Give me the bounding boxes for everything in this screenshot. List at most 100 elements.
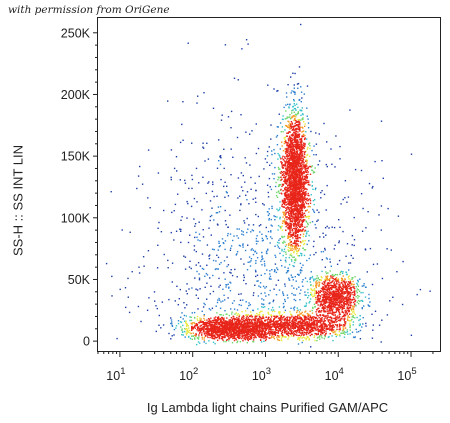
- event-dot: [181, 312, 183, 314]
- event-dot: [348, 278, 350, 280]
- event-dot: [218, 263, 221, 265]
- event-dot: [269, 333, 271, 335]
- event-dot: [315, 292, 317, 295]
- event-dot: [309, 323, 312, 325]
- event-dot: [310, 324, 313, 326]
- event-dot: [292, 233, 294, 235]
- event-dot: [299, 313, 301, 315]
- event-dot: [308, 142, 311, 144]
- event-dot: [295, 326, 297, 328]
- event-dot: [294, 242, 296, 245]
- event-dot: [194, 323, 196, 325]
- event-dot: [261, 332, 263, 334]
- event-dot: [180, 241, 182, 244]
- event-dot: [352, 296, 355, 298]
- event-dot: [223, 336, 226, 339]
- event-dot: [290, 313, 292, 316]
- event-dot: [226, 335, 228, 337]
- event-dot: [286, 182, 288, 184]
- event-dot: [287, 138, 290, 140]
- event-dot: [288, 244, 290, 246]
- event-dot: [231, 313, 233, 315]
- event-dot: [293, 330, 295, 333]
- event-dot: [325, 302, 327, 304]
- event-dot: [282, 171, 285, 173]
- event-dot: [327, 328, 329, 330]
- event-dot: [301, 141, 303, 143]
- event-dot: [322, 296, 324, 298]
- event-dot: [341, 294, 343, 297]
- event-dot: [289, 214, 291, 216]
- event-dot: [278, 325, 280, 328]
- event-dot: [360, 300, 362, 302]
- event-dot: [238, 317, 240, 319]
- event-dot: [261, 337, 263, 339]
- event-dot: [347, 283, 349, 285]
- event-dot: [285, 186, 287, 188]
- event-dot: [185, 322, 188, 325]
- event-dot: [274, 215, 276, 218]
- event-dot: [243, 338, 245, 340]
- event-dot: [245, 39, 248, 41]
- event-dot: [349, 320, 352, 322]
- event-dot: [238, 293, 240, 295]
- event-dot: [257, 319, 260, 321]
- event-dot: [249, 315, 251, 318]
- event-dot: [363, 285, 365, 287]
- event-dot: [302, 205, 305, 207]
- event-dot: [300, 150, 303, 152]
- event-dot: [333, 274, 335, 277]
- event-dot: [288, 201, 290, 204]
- event-dot: [256, 252, 258, 254]
- event-dot: [299, 124, 301, 126]
- event-dot: [279, 155, 281, 157]
- event-dot: [269, 236, 272, 238]
- event-dot: [279, 171, 281, 174]
- event-dot: [290, 335, 292, 337]
- event-dot: [301, 136, 303, 138]
- event-dot: [291, 140, 293, 142]
- event-dot: [341, 281, 343, 284]
- event-dot: [301, 341, 303, 344]
- event-dot: [233, 335, 235, 338]
- event-dot: [339, 313, 341, 315]
- event-dot: [225, 284, 228, 286]
- event-dot: [326, 275, 329, 277]
- event-dot: [184, 307, 186, 309]
- event-dot: [335, 278, 337, 280]
- event-dot: [231, 318, 234, 320]
- event-dot: [306, 312, 309, 315]
- event-dot: [280, 188, 282, 191]
- event-dot: [335, 317, 337, 319]
- event-dot: [313, 210, 315, 212]
- event-dot: [301, 197, 303, 199]
- event-dot: [294, 239, 296, 242]
- event-dot: [269, 321, 272, 323]
- event-dot: [182, 318, 184, 320]
- event-dot: [265, 235, 267, 237]
- event-dot: [268, 277, 271, 279]
- event-dot: [301, 126, 304, 128]
- event-dot: [326, 258, 328, 260]
- event-dot: [281, 199, 284, 201]
- event-dot: [293, 216, 295, 218]
- event-dot: [304, 125, 306, 127]
- event-dot: [291, 260, 293, 262]
- event-dot: [238, 337, 240, 340]
- event-dot: [310, 327, 313, 329]
- event-dot: [198, 327, 201, 329]
- event-dot: [218, 277, 220, 280]
- event-dot: [304, 181, 306, 183]
- event-dot: [209, 277, 211, 279]
- event-dot: [240, 258, 242, 260]
- event-dot: [110, 191, 112, 193]
- event-dot: [325, 299, 327, 302]
- event-dot: [281, 325, 283, 327]
- event-dot: [314, 319, 316, 322]
- event-dot: [299, 317, 302, 319]
- event-dot: [310, 346, 312, 348]
- event-dot: [322, 323, 324, 325]
- event-dot: [341, 297, 344, 300]
- event-dot: [255, 237, 258, 240]
- event-dot: [344, 298, 346, 300]
